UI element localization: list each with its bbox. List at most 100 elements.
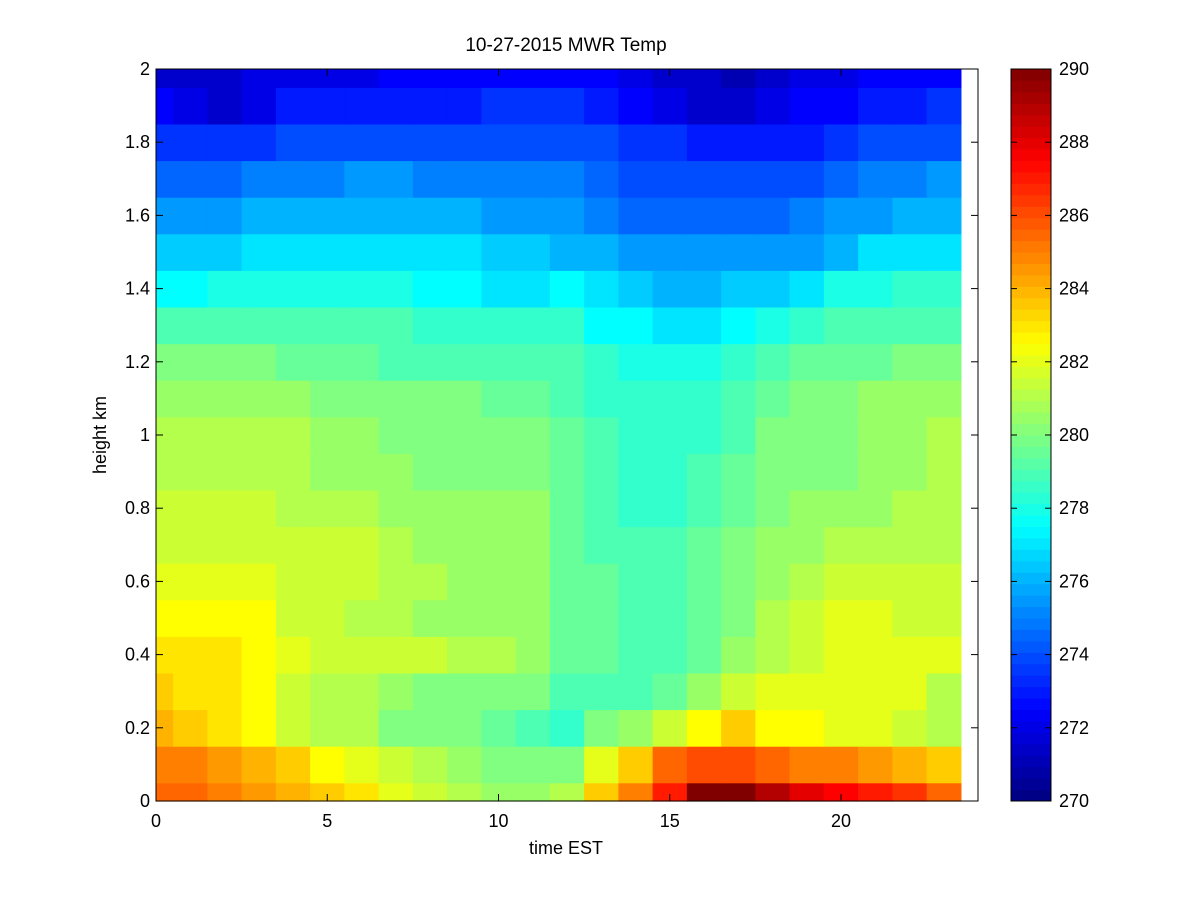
heatmap-cell <box>721 270 756 308</box>
heatmap-cell <box>378 233 414 271</box>
heatmap-cell <box>652 306 688 345</box>
heatmap-cell <box>584 380 619 418</box>
heatmap-cell <box>926 709 962 747</box>
heatmap-cell <box>755 563 791 601</box>
heatmap-cell <box>686 380 722 418</box>
heatmap-cell <box>173 87 208 125</box>
heatmap-cell <box>549 563 585 601</box>
heatmap-cell <box>789 233 825 271</box>
heatmap-cell <box>926 746 962 784</box>
heatmap-cell <box>344 197 380 235</box>
heatmap-cell <box>858 233 893 271</box>
heatmap-cell <box>721 87 756 125</box>
heatmap-cell <box>549 87 585 125</box>
colorbar-step <box>1011 274 1051 287</box>
heatmap-cell <box>652 343 688 381</box>
colorbar-step <box>1011 526 1051 539</box>
heatmap-cell <box>344 233 380 271</box>
heatmap-cell <box>156 197 174 235</box>
heatmap-cell <box>721 746 756 784</box>
heatmap-cell <box>378 599 414 637</box>
heatmap-cell <box>789 87 825 125</box>
heatmap-cell <box>858 87 893 125</box>
colorbar-step <box>1011 492 1051 505</box>
heatmap-cell <box>412 636 448 674</box>
heatmap-cell <box>447 306 482 345</box>
heatmap-cell <box>207 416 243 454</box>
colorbar-step <box>1011 423 1051 436</box>
heatmap-cell <box>173 563 208 601</box>
heatmap-cell <box>789 69 825 88</box>
heatmap-cell <box>584 709 619 747</box>
heatmap-cell <box>892 306 928 345</box>
heatmap-cell <box>618 197 654 235</box>
heatmap-cell <box>789 526 825 564</box>
heatmap-cell <box>156 672 174 711</box>
heatmap-cell <box>241 87 277 125</box>
heatmap-cell <box>618 233 654 271</box>
heatmap-cell <box>241 416 277 454</box>
heatmap-cell <box>378 87 414 125</box>
heatmap-cell <box>156 87 174 125</box>
heatmap-cell <box>892 636 928 674</box>
y-tick-label: 1.8 <box>125 132 150 152</box>
heatmap-cell <box>156 270 174 308</box>
heatmap-cell <box>858 416 893 454</box>
heatmap-cell <box>686 233 722 271</box>
heatmap-cell <box>618 343 654 381</box>
heatmap-cell <box>549 672 585 711</box>
heatmap-cell <box>447 563 482 601</box>
heatmap-cell <box>823 270 859 308</box>
colorbar-step <box>1011 469 1051 482</box>
heatmap-cell <box>156 563 174 601</box>
heatmap-cell <box>156 69 174 88</box>
heatmap-cell <box>789 123 825 162</box>
heatmap-cell <box>378 123 414 162</box>
heatmap-cell <box>652 233 688 271</box>
heatmap-cell <box>515 69 551 88</box>
heatmap-cell <box>275 160 311 198</box>
heatmap-cell <box>926 526 962 564</box>
colorbar-tick-label: 274 <box>1059 645 1089 665</box>
y-tick-label: 0.2 <box>125 718 150 738</box>
heatmap-cell <box>310 709 345 747</box>
y-tick-label: 1.6 <box>125 205 150 225</box>
heatmap-cell <box>892 270 928 308</box>
heatmap-cell <box>892 599 928 637</box>
heatmap-cell <box>652 563 688 601</box>
heatmap-cell <box>207 270 243 308</box>
heatmap-cell <box>447 453 482 491</box>
heatmap-cell <box>310 123 345 162</box>
heatmap-cell <box>378 563 414 601</box>
heatmap-cell <box>789 599 825 637</box>
heatmap-cell <box>241 380 277 418</box>
colorbar-step <box>1011 171 1051 184</box>
colorbar-tick-label: 280 <box>1059 425 1089 445</box>
heatmap-cell <box>618 306 654 345</box>
colorbar-step <box>1011 149 1051 161</box>
heatmap-cell <box>207 563 243 601</box>
heatmap-cell <box>584 87 619 125</box>
heatmap-cell <box>549 746 585 784</box>
heatmap-cell <box>310 306 345 345</box>
heatmap-cell <box>207 782 243 802</box>
heatmap-cell <box>207 306 243 345</box>
heatmap-cell <box>858 526 893 564</box>
heatmap-cell <box>652 599 688 637</box>
heatmap-cell <box>926 160 962 198</box>
heatmap-cell <box>823 782 859 802</box>
heatmap-cell <box>823 160 859 198</box>
heatmap-cell <box>721 489 756 528</box>
heatmap-cell <box>755 709 791 747</box>
heatmap-cell <box>515 709 551 747</box>
heatmap-cell <box>310 233 345 271</box>
heatmap-cell <box>618 270 654 308</box>
heatmap-cell <box>447 416 482 454</box>
heatmap-cell <box>241 69 277 88</box>
heatmap-cell <box>156 123 174 162</box>
y-axis: 0 0.2 0.4 0.6 0.8 1 1.2 1.4 1.6 1.8 2 <box>125 59 978 811</box>
heatmap-cell <box>789 270 825 308</box>
heatmap-cell <box>823 489 859 528</box>
heatmap-cell <box>515 123 551 162</box>
heatmap-cell <box>275 69 311 88</box>
